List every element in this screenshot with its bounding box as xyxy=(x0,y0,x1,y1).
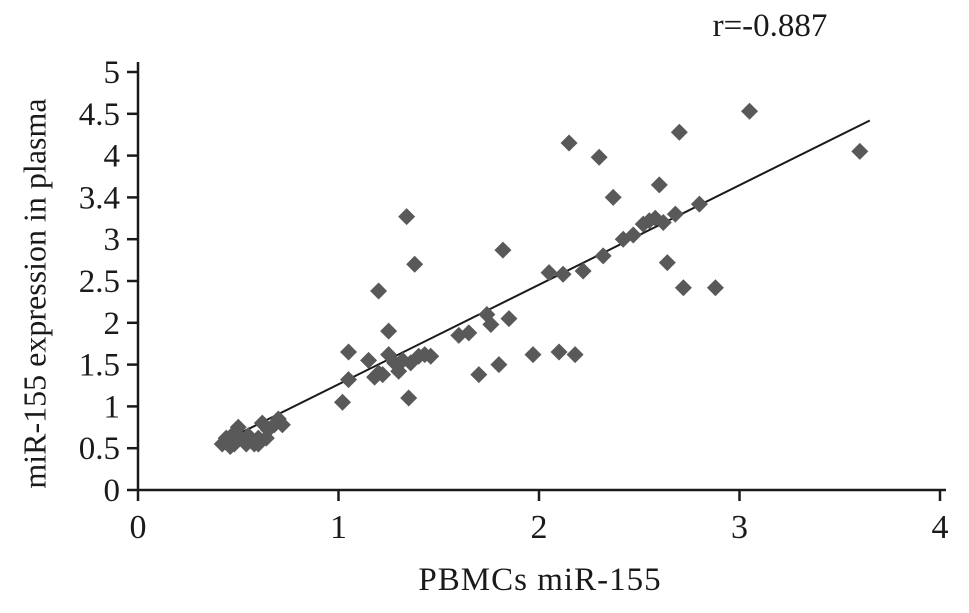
correlation-annotation: r=-0.887 xyxy=(712,8,828,44)
data-point xyxy=(400,389,418,407)
trend-line xyxy=(217,119,871,445)
data-point xyxy=(666,205,684,223)
y-tick-label: 4 xyxy=(104,139,121,175)
data-point xyxy=(490,356,508,374)
data-point xyxy=(540,264,558,282)
data-point xyxy=(624,226,642,244)
data-point xyxy=(380,322,398,340)
data-point xyxy=(566,346,584,364)
data-point xyxy=(604,188,622,206)
x-axis-title: PBMCs miR-155 xyxy=(418,562,662,598)
y-tick-label: 5 xyxy=(104,55,121,91)
y-tick-label: 2 xyxy=(104,306,121,342)
data-point xyxy=(851,142,869,160)
x-tick-label: 3 xyxy=(731,509,748,546)
y-tick-label: 4.5 xyxy=(79,97,120,133)
data-point xyxy=(658,254,676,272)
y-tick-label: 1.5 xyxy=(79,348,120,384)
data-point xyxy=(370,282,388,300)
data-point xyxy=(524,346,542,364)
data-point xyxy=(340,343,358,361)
data-point xyxy=(273,416,291,434)
data-point xyxy=(690,195,708,213)
data-point xyxy=(594,247,612,265)
data-point xyxy=(650,176,668,194)
data-point xyxy=(554,265,572,283)
data-point xyxy=(574,262,592,280)
y-tick-label: 0.5 xyxy=(79,431,120,467)
data-point xyxy=(460,324,478,342)
y-tick-label: 0 xyxy=(104,473,121,509)
x-tick-label: 0 xyxy=(130,509,147,546)
data-point xyxy=(654,213,672,231)
data-point xyxy=(482,315,500,333)
y-tick-label: 3 xyxy=(104,222,121,258)
data-point xyxy=(374,366,392,384)
data-point xyxy=(334,393,352,411)
data-point xyxy=(706,279,724,297)
data-point xyxy=(494,241,512,259)
data-point xyxy=(398,208,416,226)
x-tick-label: 2 xyxy=(531,509,548,546)
data-point xyxy=(550,343,568,361)
y-tick-label: 1 xyxy=(104,389,121,425)
y-tick-label: 3.4 xyxy=(79,180,120,216)
x-tick-label: 1 xyxy=(330,509,347,546)
data-point xyxy=(560,134,578,152)
data-point xyxy=(590,148,608,166)
data-point xyxy=(741,102,759,120)
data-point xyxy=(470,366,488,384)
data-point xyxy=(422,347,440,365)
y-tick-label: 2.5 xyxy=(79,264,120,300)
x-tick-label: 4 xyxy=(932,509,949,546)
data-point xyxy=(670,123,688,141)
data-point xyxy=(229,418,247,436)
data-point xyxy=(406,255,424,273)
data-point xyxy=(360,351,378,369)
data-point xyxy=(500,310,518,328)
data-point xyxy=(674,279,692,297)
data-point xyxy=(340,371,358,389)
